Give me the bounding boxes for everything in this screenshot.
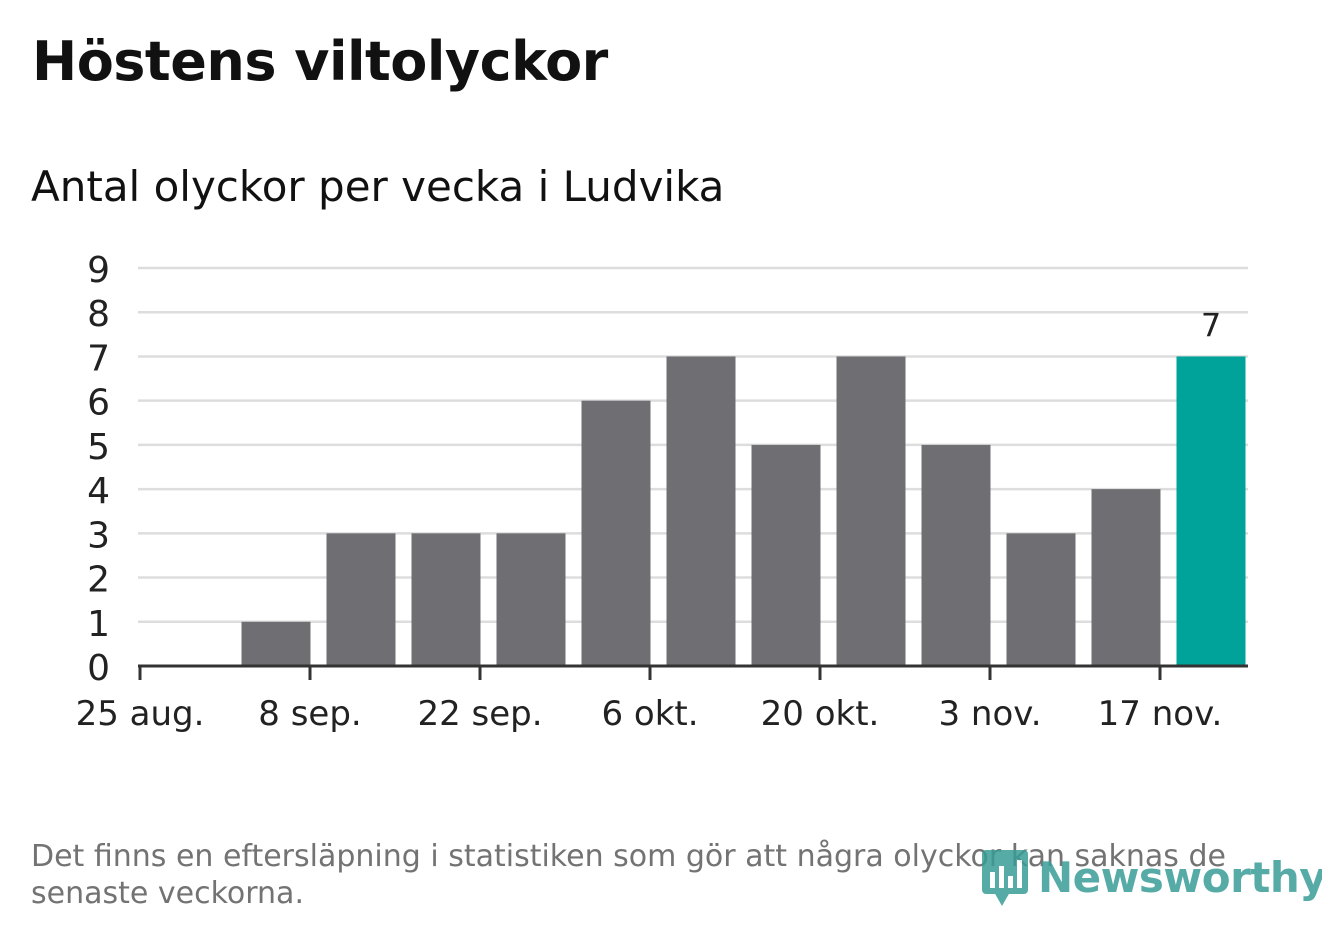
x-tick-label: 25 aug. (76, 694, 205, 734)
y-tick-label: 8 (87, 294, 110, 335)
bar (326, 533, 396, 666)
x-tick-label: 17 nov. (1098, 694, 1223, 734)
bar (241, 621, 311, 666)
bar (1091, 489, 1161, 666)
y-tick-label: 5 (87, 427, 110, 468)
bar (751, 444, 821, 666)
y-tick-label: 4 (87, 471, 110, 512)
bar (1006, 533, 1076, 666)
y-tick-label: 2 (87, 560, 110, 601)
x-tick-label: 20 okt. (761, 694, 880, 734)
x-tick-label: 22 sep. (417, 694, 542, 734)
data-labels: 7 (1201, 306, 1221, 344)
y-tick-label: 6 (87, 383, 110, 424)
bar (496, 533, 566, 666)
chart-subtitle: Antal olyckor per vecka i Ludvika (31, 162, 725, 211)
x-tick-label: 6 okt. (601, 694, 698, 734)
y-tick-label: 1 (87, 604, 110, 645)
bars (241, 356, 1246, 666)
y-tick-label: 9 (87, 250, 110, 291)
newsworthy-logo: Newsworthy (980, 846, 1322, 908)
bar (411, 533, 481, 666)
y-tick-label: 7 (87, 338, 110, 379)
bar (581, 400, 651, 666)
x-axis: 25 aug. 8 sep. 22 sep. 6 okt. 20 okt. 3 nov. 1… (76, 664, 1248, 734)
bar (836, 356, 906, 666)
y-tick-label: 0 (87, 648, 110, 689)
logo-text: Newsworthy (1038, 852, 1322, 902)
bar (1176, 356, 1246, 666)
x-tick-label: 3 nov. (938, 694, 1041, 734)
y-tick-label: 3 (87, 515, 110, 556)
data-label: 7 (1201, 306, 1221, 344)
bar (921, 444, 991, 666)
bar (666, 356, 736, 666)
chart-title: Höstens viltolyckor (32, 30, 608, 93)
newsworthy-logo-icon (982, 850, 1028, 906)
x-tick-label: 8 sep. (258, 694, 361, 734)
